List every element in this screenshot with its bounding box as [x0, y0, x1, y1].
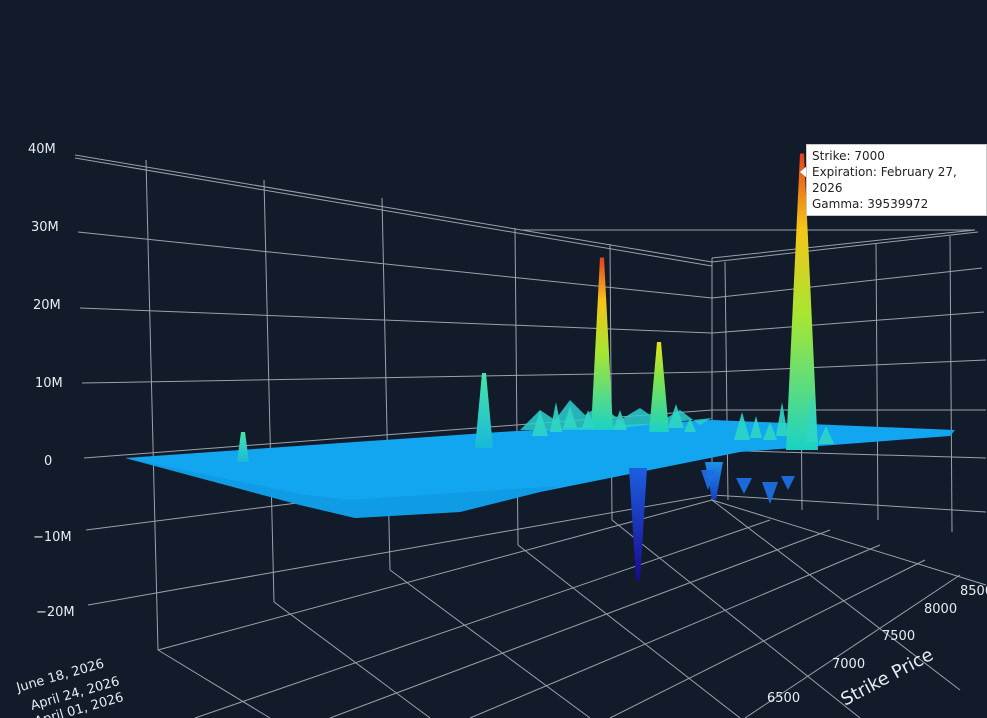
grid-line-40m-inner [74, 157, 713, 267]
grid-line-30m [77, 231, 713, 299]
strike-tick-label: 7000 [832, 657, 865, 672]
gamma-peak[interactable] [591, 257, 613, 431]
surface-bump [563, 406, 577, 428]
surface-bump [532, 410, 548, 436]
strike-axis-title: Strike Price [837, 644, 936, 710]
surface-bump [613, 410, 627, 430]
surface-bump [776, 402, 788, 436]
surface-bump [582, 410, 594, 428]
strike-tick-label: 7500 [882, 629, 915, 644]
hover-tooltip: Strike: 7000 Expiration: February 27, 20… [806, 144, 987, 216]
axis-grid [74, 154, 987, 718]
surface-bump [763, 422, 777, 440]
z-tick-label: 0 [44, 454, 52, 469]
surface-base-plane [125, 420, 955, 518]
surface-bump [734, 412, 750, 440]
surface-bump [684, 418, 696, 432]
grid-line-20m [79, 307, 713, 334]
surface-bump [806, 396, 818, 442]
surface-bump [818, 426, 834, 444]
z-tick-label: 30M [31, 220, 59, 235]
tooltip-expiration: Expiration: February 27, 2026 [812, 165, 957, 195]
strike-tick-label: 8500 [960, 584, 987, 599]
surface-bump [668, 404, 684, 428]
grid-line-10m [81, 371, 713, 384]
surface-dip [781, 476, 795, 490]
surface-dip [762, 482, 778, 504]
surface-dip [701, 470, 715, 490]
z-tick-label: 40M [28, 142, 56, 157]
surface-base-shade [125, 458, 560, 518]
z-tick-label: 20M [33, 298, 61, 313]
gamma-peak[interactable] [475, 373, 493, 448]
tooltip-gamma: Gamma: 39539972 [812, 197, 929, 211]
z-tick-label: −20M [36, 605, 75, 620]
gamma-peak[interactable] [649, 342, 669, 432]
surface-dip [736, 478, 752, 494]
grid-line-40m [74, 154, 713, 263]
tooltip-arrow [800, 166, 807, 178]
gamma-peak[interactable] [786, 153, 818, 451]
surface-bump [750, 416, 762, 438]
strike-tick-label: 8000 [924, 602, 957, 617]
surface-bump [550, 402, 562, 432]
z-tick-label: −10M [33, 530, 72, 545]
grid-line-neg20m [87, 494, 713, 606]
z-tick-label: 10M [35, 376, 63, 391]
gamma-peaks[interactable] [237, 153, 834, 581]
gamma-peak[interactable] [237, 432, 249, 462]
gamma-dip[interactable] [629, 468, 647, 581]
strike-tick-label: 6500 [767, 691, 800, 706]
tooltip-strike: Strike: 7000 [812, 149, 885, 163]
